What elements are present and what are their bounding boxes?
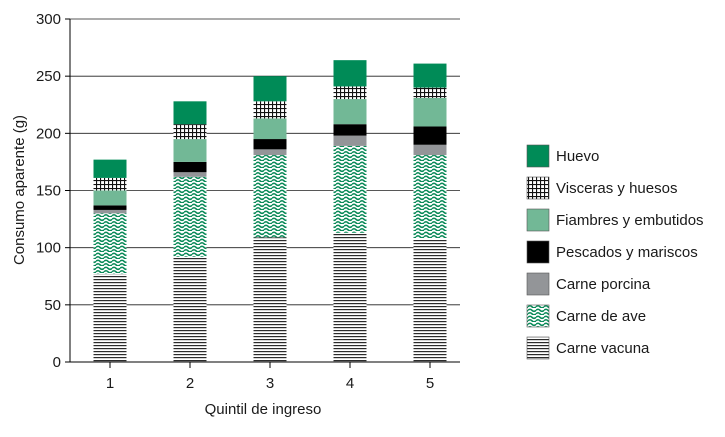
x-tick-label-3: 3 [266, 375, 274, 392]
legend-swatch-carne-porcina [526, 272, 550, 296]
bar-segment-carne-porcina-4 [333, 135, 367, 146]
legend-swatch-fiambres-y-embutidos [526, 208, 550, 232]
y-tick-label-300: 300 [36, 11, 61, 28]
bar-segment-fiambres-y-embutidos-5 [413, 97, 447, 127]
y-tick-label-100: 100 [36, 240, 61, 257]
x-tick-label-5: 5 [426, 375, 434, 392]
x-tick-label-4: 4 [346, 375, 354, 392]
bar-segment-visceras-y-huesos-1 [93, 177, 127, 191]
bar-segment-pescados-y-mariscos-4 [333, 124, 367, 136]
legend-label-fiambres-y-embutidos: Fiambres y embutidos [556, 212, 704, 229]
bar-segment-fiambres-y-embutidos-3 [253, 118, 287, 140]
legend-item-carne-vacuna: Carne vacuna [526, 336, 650, 360]
bar-segment-pescados-y-mariscos-1 [93, 205, 127, 210]
y-tick-label-250: 250 [36, 68, 61, 85]
legend-swatch-carne-vacuna [526, 336, 550, 360]
bar-segment-carne-de-ave-5 [413, 155, 447, 239]
legend-item-carne-porcina: Carne porcina [526, 272, 651, 296]
legend-item-huevo: Huevo [526, 144, 599, 168]
bar-segment-visceras-y-huesos-4 [333, 86, 367, 100]
bar-segment-carne-porcina-5 [413, 144, 447, 156]
bar-segment-huevo-4 [333, 60, 367, 87]
bar-segment-fiambres-y-embutidos-4 [333, 99, 367, 125]
bars [93, 60, 447, 362]
legend-swatch-carne-de-ave [526, 304, 550, 328]
bar-segment-pescados-y-mariscos-2 [173, 161, 207, 173]
bar-segment-carne-porcina-1 [93, 209, 127, 214]
bar-segment-fiambres-y-embutidos-2 [173, 139, 207, 162]
bar-segment-carne-de-ave-1 [93, 213, 127, 274]
legend-item-pescados-y-mariscos: Pescados y mariscos [526, 240, 698, 264]
bar-segment-huevo-2 [173, 101, 207, 125]
bar-segment-carne-de-ave-4 [333, 145, 367, 233]
legend-label-carne-de-ave: Carne de ave [556, 308, 646, 325]
bar-segment-visceras-y-huesos-2 [173, 124, 207, 140]
legend-label-pescados-y-mariscos: Pescados y mariscos [556, 244, 698, 261]
legend-label-huevo: Huevo [556, 148, 599, 165]
bar-stack-5 [413, 63, 447, 362]
bar-segment-carne-vacuna-4 [333, 232, 367, 362]
legend-label-carne-vacuna: Carne vacuna [556, 340, 650, 357]
legend-swatch-huevo [526, 144, 550, 168]
bar-segment-visceras-y-huesos-3 [253, 101, 287, 119]
tick-labels: 0 50 100 150 200 250 300 1 2 3 4 5 [36, 11, 434, 392]
bar-segment-carne-vacuna-3 [253, 237, 287, 362]
legend-item-carne-de-ave: Carne de ave [526, 304, 646, 328]
bar-segment-carne-vacuna-2 [173, 256, 207, 362]
legend-swatch-pescados-y-mariscos [526, 240, 550, 264]
x-axis-title: Quintil de ingreso [205, 401, 322, 418]
bar-segment-carne-vacuna-1 [93, 273, 127, 362]
y-tick-label-50: 50 [44, 297, 61, 314]
legend-label-carne-porcina: Carne porcina [556, 276, 651, 293]
y-tick-label-200: 200 [36, 125, 61, 142]
bar-segment-carne-porcina-2 [173, 172, 207, 177]
axes [65, 18, 460, 368]
bar-segment-pescados-y-mariscos-3 [253, 139, 287, 150]
x-tick-label-1: 1 [106, 375, 114, 392]
bar-stack-2 [173, 101, 207, 362]
bar-segment-huevo-3 [253, 76, 287, 102]
bar-segment-huevo-1 [93, 159, 127, 178]
legend-label-visceras-y-huesos: Visceras y huesos [556, 180, 677, 197]
bar-segment-carne-de-ave-2 [173, 176, 207, 257]
bar-segment-pescados-y-mariscos-5 [413, 126, 447, 145]
bar-segment-fiambres-y-embutidos-1 [93, 190, 127, 206]
bar-stack-3 [253, 76, 287, 362]
y-axis-title: Consumo aparente (g) [11, 115, 28, 265]
bar-segment-carne-vacuna-5 [413, 238, 447, 362]
y-tick-label-0: 0 [53, 354, 61, 371]
legend: Huevo Visceras y huesos Fiambres y embutid… [526, 144, 704, 360]
bar-segment-huevo-5 [413, 63, 447, 88]
bar-segment-carne-porcina-3 [253, 149, 287, 156]
legend-swatch-visceras-y-huesos [526, 176, 550, 200]
bar-stack-4 [333, 60, 367, 362]
legend-item-visceras-y-huesos: Visceras y huesos [526, 176, 677, 200]
bar-segment-carne-de-ave-3 [253, 155, 287, 238]
y-tick-label-150: 150 [36, 183, 61, 200]
x-tick-label-2: 2 [186, 375, 194, 392]
legend-item-fiambres-y-embutidos: Fiambres y embutidos [526, 208, 704, 232]
bar-stack-1 [93, 159, 127, 362]
bar-segment-visceras-y-huesos-5 [413, 87, 447, 98]
